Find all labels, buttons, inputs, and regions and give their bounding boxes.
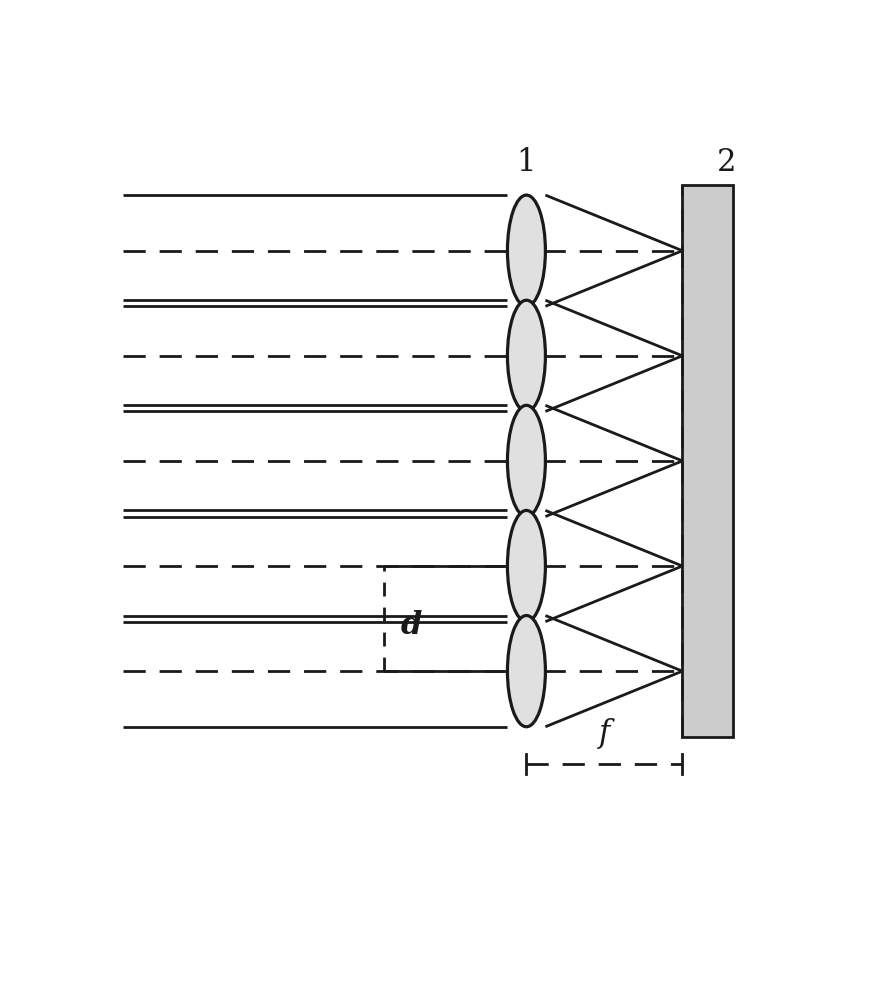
Ellipse shape bbox=[507, 405, 545, 517]
Ellipse shape bbox=[507, 616, 545, 727]
Bar bbox=[682, 185, 733, 737]
Text: f: f bbox=[598, 718, 610, 749]
Text: 2: 2 bbox=[717, 147, 736, 178]
Ellipse shape bbox=[507, 195, 545, 306]
Ellipse shape bbox=[507, 510, 545, 622]
Text: 1: 1 bbox=[516, 147, 536, 178]
Ellipse shape bbox=[507, 300, 545, 411]
Text: d: d bbox=[401, 610, 423, 641]
